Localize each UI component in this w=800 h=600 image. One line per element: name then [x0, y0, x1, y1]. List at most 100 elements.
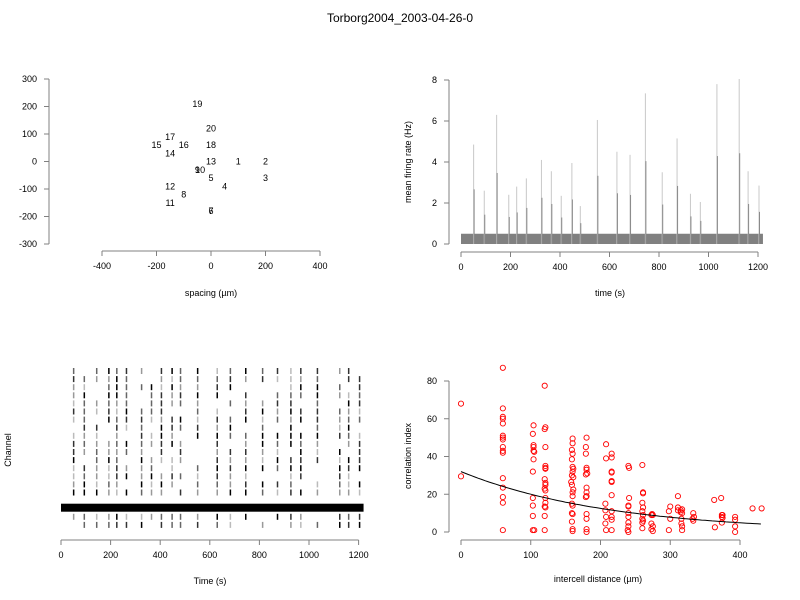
correlation-x-tick-label: 0 [458, 550, 463, 560]
spike-raster-x-tick-label: 1200 [349, 550, 369, 560]
correlation-point [499, 436, 506, 443]
raster-spike [245, 368, 247, 374]
raster-spike [108, 400, 110, 407]
raster-spike [179, 440, 182, 447]
correlation-point [529, 468, 536, 475]
spike-raster-x-tick-label: 1000 [299, 550, 319, 560]
raster-spike [347, 424, 350, 431]
raster-spike [83, 384, 86, 391]
raster-spike [171, 465, 173, 472]
raster-spike [290, 521, 292, 528]
correlation-point [457, 473, 465, 480]
raster-spike [160, 513, 163, 520]
raster-spike [150, 408, 153, 415]
raster-spike [125, 521, 128, 528]
correlation-point [499, 413, 506, 420]
raster-spike [358, 440, 361, 447]
raster-spike [290, 408, 292, 415]
correlation-point [582, 450, 589, 457]
spike-raster-x-tick-label: 400 [153, 550, 168, 560]
raster-spike [339, 513, 341, 520]
raster-spike [150, 489, 153, 496]
raster-spike [95, 449, 98, 455]
correlation-ylabel: correlation index [403, 422, 413, 489]
correlation-point [608, 469, 615, 476]
raster-spike [347, 408, 350, 415]
raster-spike [196, 481, 199, 488]
raster-spike [160, 392, 163, 399]
correlation-point [531, 527, 538, 534]
raster-spike [179, 521, 182, 528]
firing-rate-axes: 0 200 400 600 800 1000 1200 0 2 4 6 8 [432, 75, 768, 272]
raster-spike [216, 440, 218, 447]
raster-spike [290, 384, 292, 391]
raster-spike [196, 521, 199, 528]
raster-spike [300, 408, 302, 415]
raster-spike [196, 465, 199, 472]
raster-spike [72, 392, 75, 399]
raster-spike [179, 400, 182, 407]
raster-spike [216, 513, 218, 520]
electrode-layout-x-tick-label: 0 [208, 261, 213, 271]
raster-spike [300, 392, 302, 399]
raster-spike [229, 513, 232, 520]
raster-spike [150, 400, 153, 407]
raster-spike [245, 481, 247, 488]
raster-spike [116, 521, 118, 528]
correlation-point [542, 465, 549, 472]
raster-spike [358, 457, 361, 464]
raster-spike [125, 416, 128, 423]
correlation-point [499, 415, 506, 422]
correlation-point [718, 494, 725, 502]
electrode-label: 2 [263, 157, 268, 167]
electrode-label: 17 [165, 132, 175, 142]
raster-spike [339, 424, 341, 431]
raster-spike [179, 424, 182, 431]
correlation-point [583, 511, 590, 518]
firing-rate-x-tick-label: 200 [503, 262, 518, 272]
correlation-point [529, 502, 536, 509]
correlation-point [499, 475, 506, 482]
raster-spike [347, 416, 350, 423]
firing-rate-x-tick-label: 1200 [748, 262, 768, 272]
correlation-point [499, 432, 506, 439]
raster-spike [290, 481, 292, 488]
correlation-point [542, 504, 549, 511]
raster-spike [229, 465, 232, 472]
electrode-layout-axes: -400 -200 0 200 400 -300 -200 -100 0 100 200 300 [19, 74, 328, 271]
raster-spike [300, 457, 302, 464]
correlation-x-tick-label: 400 [732, 550, 747, 560]
correlation-point [718, 513, 725, 520]
raster-spike [196, 416, 199, 423]
raster-spike [316, 384, 319, 391]
raster-spike [140, 368, 143, 374]
correlation-point [625, 519, 632, 526]
electrode-layout-x-tick-label: 400 [312, 261, 327, 271]
correlation-point [530, 456, 537, 463]
correlation-point [570, 465, 577, 472]
raster-spike [216, 521, 218, 528]
raster-spike [216, 473, 218, 480]
raster-spike [339, 457, 341, 464]
raster-spike [116, 376, 118, 383]
raster-spike [316, 489, 319, 496]
raster-spike [95, 489, 98, 496]
correlation-point [625, 513, 632, 520]
raster-spike [276, 449, 279, 455]
correlation-xlabel: intercell distance (µm) [554, 574, 642, 584]
correlation-point [529, 512, 536, 520]
electrode-label: 5 [208, 173, 213, 183]
electrode-label: 13 [206, 157, 216, 167]
raster-spike [347, 489, 350, 496]
correlation-point [639, 490, 647, 497]
raster-spike [216, 376, 218, 383]
correlation-y-tick-label: 60 [427, 414, 437, 424]
raster-spike [72, 489, 75, 496]
raster-spike [216, 408, 218, 415]
raster-spike [125, 392, 128, 399]
raster-spike [245, 457, 247, 464]
correlation-point [625, 528, 632, 536]
correlation-panel: 0 100 200 300 400 0 20 40 60 80 intercell distanc… [403, 364, 765, 584]
